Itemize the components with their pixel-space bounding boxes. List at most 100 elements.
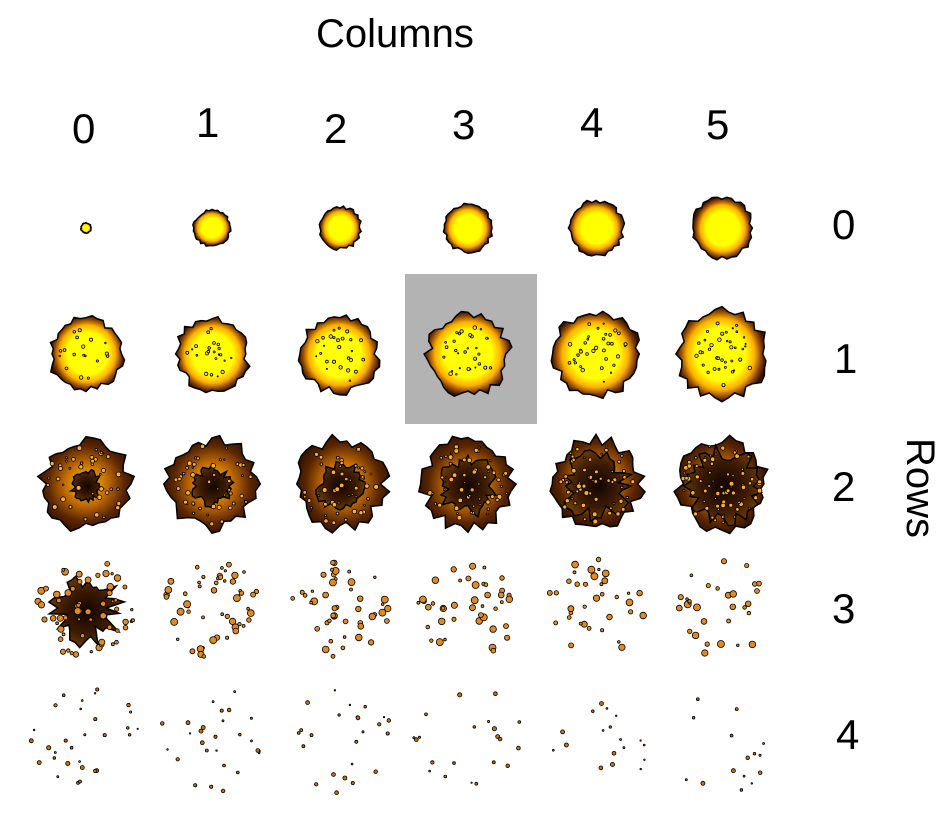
ember-r3-c4 xyxy=(572,570,577,575)
row-label-4: 4 xyxy=(836,711,860,758)
spark-r1-c3 xyxy=(458,367,461,370)
spark-r1-c1 xyxy=(206,330,211,335)
speck-r4-c2 xyxy=(333,689,337,692)
spark-r1-c1 xyxy=(207,346,211,350)
spark-r1-c1 xyxy=(230,356,233,360)
spark-r1-c3 xyxy=(448,371,453,376)
ember-r2-c1 xyxy=(223,493,227,497)
spark-r1-c2 xyxy=(321,335,325,340)
ember-r2-c4 xyxy=(620,507,626,512)
ember-r3-c3 xyxy=(493,606,498,611)
ember-r2-c4 xyxy=(581,483,587,489)
ember-r3-c3 xyxy=(435,638,444,646)
ember-r3-c4 xyxy=(600,628,605,633)
ember-r2-c5 xyxy=(703,455,707,459)
speck-r4-c1 xyxy=(204,748,209,753)
spark-r1-c4 xyxy=(617,331,621,336)
ember-r2-c4 xyxy=(604,444,608,448)
ember-r2-c3 xyxy=(471,469,477,475)
ember-r2-c2 xyxy=(353,463,358,468)
ember-r3-c4 xyxy=(586,626,592,631)
ember-r3-c0 xyxy=(122,618,129,626)
ember-r3-c2 xyxy=(373,575,377,579)
speck-r4-c4 xyxy=(615,714,618,718)
ember-r2-c5 xyxy=(702,499,706,503)
ember-r2-c3 xyxy=(431,491,435,495)
spark-r1-c2 xyxy=(350,349,354,353)
ember-r2-c5 xyxy=(711,479,715,483)
column-label-4: 4 xyxy=(580,99,604,146)
ember-r3-c2 xyxy=(290,596,296,601)
speck-r4-c0 xyxy=(127,733,132,737)
ember-r3-c2 xyxy=(327,618,332,623)
ember-r2-c0 xyxy=(93,512,100,518)
column-label-0: 0 xyxy=(72,105,96,152)
ember-r3-c2 xyxy=(314,625,321,632)
ember-r2-c3 xyxy=(490,494,495,499)
ember-r2-c2 xyxy=(363,469,367,473)
spark-r1-c5 xyxy=(729,345,734,350)
speck-r4-c0 xyxy=(136,727,139,730)
ember-r2-c3 xyxy=(451,472,458,478)
ember-r3-c0 xyxy=(64,589,72,597)
ember-r2-c3 xyxy=(433,502,438,506)
ember-r3-c2 xyxy=(309,600,313,605)
ember-r2-c4 xyxy=(562,504,568,510)
ember-r3-c3 xyxy=(469,562,477,570)
ember-r3-c3 xyxy=(505,595,513,603)
ember-r2-c1 xyxy=(209,521,215,527)
ember-r3-c5 xyxy=(754,588,760,594)
speck-r4-c5 xyxy=(729,733,734,738)
fireball-frame-r0-c5 xyxy=(692,196,754,261)
ember-r2-c1 xyxy=(241,462,246,467)
ember-r3-c4 xyxy=(626,591,631,595)
ember-r2-c1 xyxy=(216,487,220,491)
ember-r2-c3 xyxy=(456,515,463,521)
ember-r2-c0 xyxy=(91,491,95,496)
ember-r2-c0 xyxy=(105,454,111,459)
ember-r2-c5 xyxy=(749,477,755,482)
speck-r4-c1 xyxy=(213,734,218,739)
spark-r1-c4 xyxy=(609,371,613,374)
ember-r2-c5 xyxy=(725,488,731,494)
speck-r4-c2 xyxy=(299,728,304,732)
ember-r3-c0 xyxy=(122,584,128,590)
ember-r2-c3 xyxy=(461,457,467,463)
ember-r3-c2 xyxy=(310,589,314,593)
speck-r4-c1 xyxy=(215,749,218,752)
ember-r3-c4 xyxy=(627,609,634,615)
spark-r1-c5 xyxy=(717,337,722,342)
ember-r3-c4 xyxy=(625,598,634,607)
spark-r1-c0 xyxy=(72,352,76,357)
speck-r4-c0 xyxy=(53,703,58,708)
ember-r2-c0 xyxy=(76,445,83,451)
ember-r3-c5 xyxy=(691,631,700,640)
ember-r2-c3 xyxy=(440,475,445,480)
ember-r3-c4 xyxy=(606,613,613,621)
spark-r1-c1 xyxy=(209,373,214,377)
ember-r3-c4 xyxy=(614,594,619,600)
ember-r3-c4 xyxy=(592,594,601,602)
speck-r4-c4 xyxy=(601,729,605,732)
ember-r3-c2 xyxy=(328,638,334,644)
ember-r3-c1 xyxy=(241,624,246,628)
smoke-core-r2-c0 xyxy=(68,468,106,504)
ember-r3-c1 xyxy=(229,617,237,626)
ember-r2-c1 xyxy=(248,474,253,479)
spark-r1-c4 xyxy=(583,341,587,345)
ember-r3-c3 xyxy=(431,576,440,584)
spark-r1-c5 xyxy=(724,365,727,369)
speck-r4-c0 xyxy=(129,710,133,714)
ember-r3-c4 xyxy=(566,615,572,620)
ember-r2-c2 xyxy=(350,492,354,496)
ember-r2-c1 xyxy=(199,443,206,449)
ember-r2-c5 xyxy=(742,497,746,500)
speck-r4-c1 xyxy=(193,783,198,788)
ember-r3-c2 xyxy=(342,635,347,639)
spark-r1-c2 xyxy=(353,369,358,374)
ember-r3-c3 xyxy=(470,596,479,605)
ember-r2-c1 xyxy=(181,471,186,476)
ember-r2-c5 xyxy=(740,471,746,476)
ember-r2-c2 xyxy=(343,517,348,522)
ember-r3-c0 xyxy=(57,636,64,642)
